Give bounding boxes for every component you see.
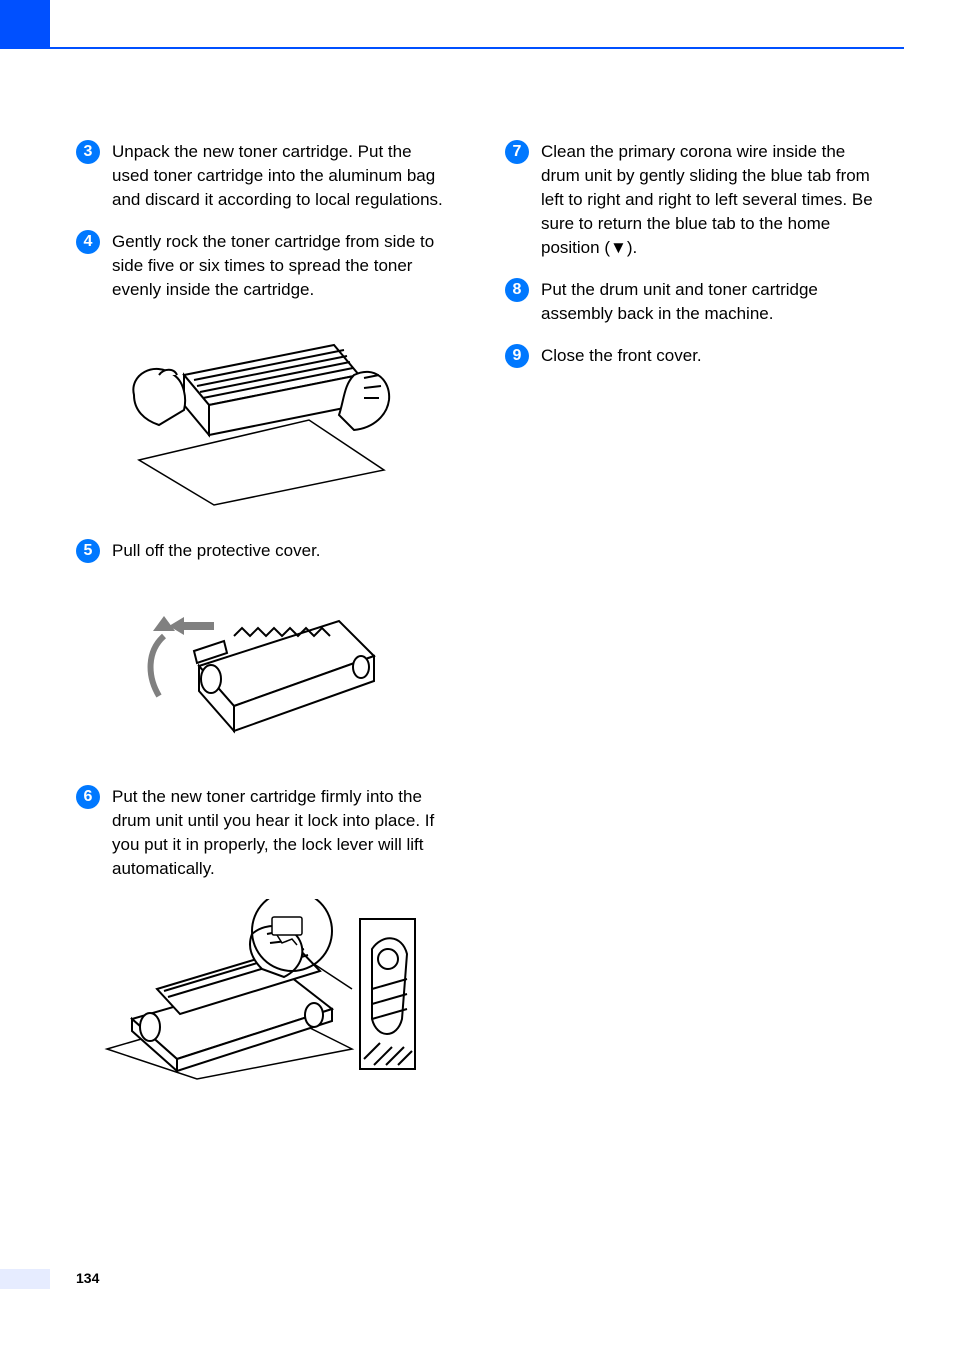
step-7-text: Clean the primary corona wire inside the… — [541, 140, 876, 260]
figure-rock-cartridge — [76, 320, 447, 515]
step-7-text-part-c: ). — [627, 238, 637, 257]
footer-section-tab — [0, 1269, 50, 1289]
content-columns: 3 Unpack the new toner cartridge. Put th… — [76, 140, 876, 1113]
right-column: 7 Clean the primary corona wire inside t… — [505, 140, 876, 1113]
left-column: 3 Unpack the new toner cartridge. Put th… — [76, 140, 447, 1113]
step-7: 7 Clean the primary corona wire inside t… — [505, 140, 876, 260]
step-badge-3: 3 — [76, 140, 100, 164]
manual-page: 3 Unpack the new toner cartridge. Put th… — [0, 0, 954, 1348]
figure-insert-drum — [76, 899, 447, 1089]
step-5: 5 Pull off the protective cover. — [76, 539, 447, 563]
step-badge-6: 6 — [76, 785, 100, 809]
step-badge-4: 4 — [76, 230, 100, 254]
figure-pull-cover — [76, 581, 447, 761]
step-3-text: Unpack the new toner cartridge. Put the … — [112, 140, 447, 212]
down-triangle-icon: ▼ — [610, 238, 627, 257]
page-number: 134 — [76, 1270, 99, 1286]
step-3: 3 Unpack the new toner cartridge. Put th… — [76, 140, 447, 212]
header-rule — [50, 47, 904, 49]
step-9: 9 Close the front cover. — [505, 344, 876, 368]
step-5-text: Pull off the protective cover. — [112, 539, 447, 563]
step-badge-5: 5 — [76, 539, 100, 563]
step-6-text: Put the new toner cartridge firmly into … — [112, 785, 447, 881]
step-badge-9: 9 — [505, 344, 529, 368]
step-8-text: Put the drum unit and toner cartridge as… — [541, 278, 876, 326]
step-7-text-part-a: Clean the primary corona wire inside the… — [541, 142, 873, 257]
step-4: 4 Gently rock the toner cartridge from s… — [76, 230, 447, 302]
step-9-text: Close the front cover. — [541, 344, 876, 368]
step-4-text: Gently rock the toner cartridge from sid… — [112, 230, 447, 302]
step-badge-8: 8 — [505, 278, 529, 302]
step-badge-7: 7 — [505, 140, 529, 164]
step-8: 8 Put the drum unit and toner cartridge … — [505, 278, 876, 326]
header-section-tab — [0, 0, 50, 49]
step-6: 6 Put the new toner cartridge firmly int… — [76, 785, 447, 881]
